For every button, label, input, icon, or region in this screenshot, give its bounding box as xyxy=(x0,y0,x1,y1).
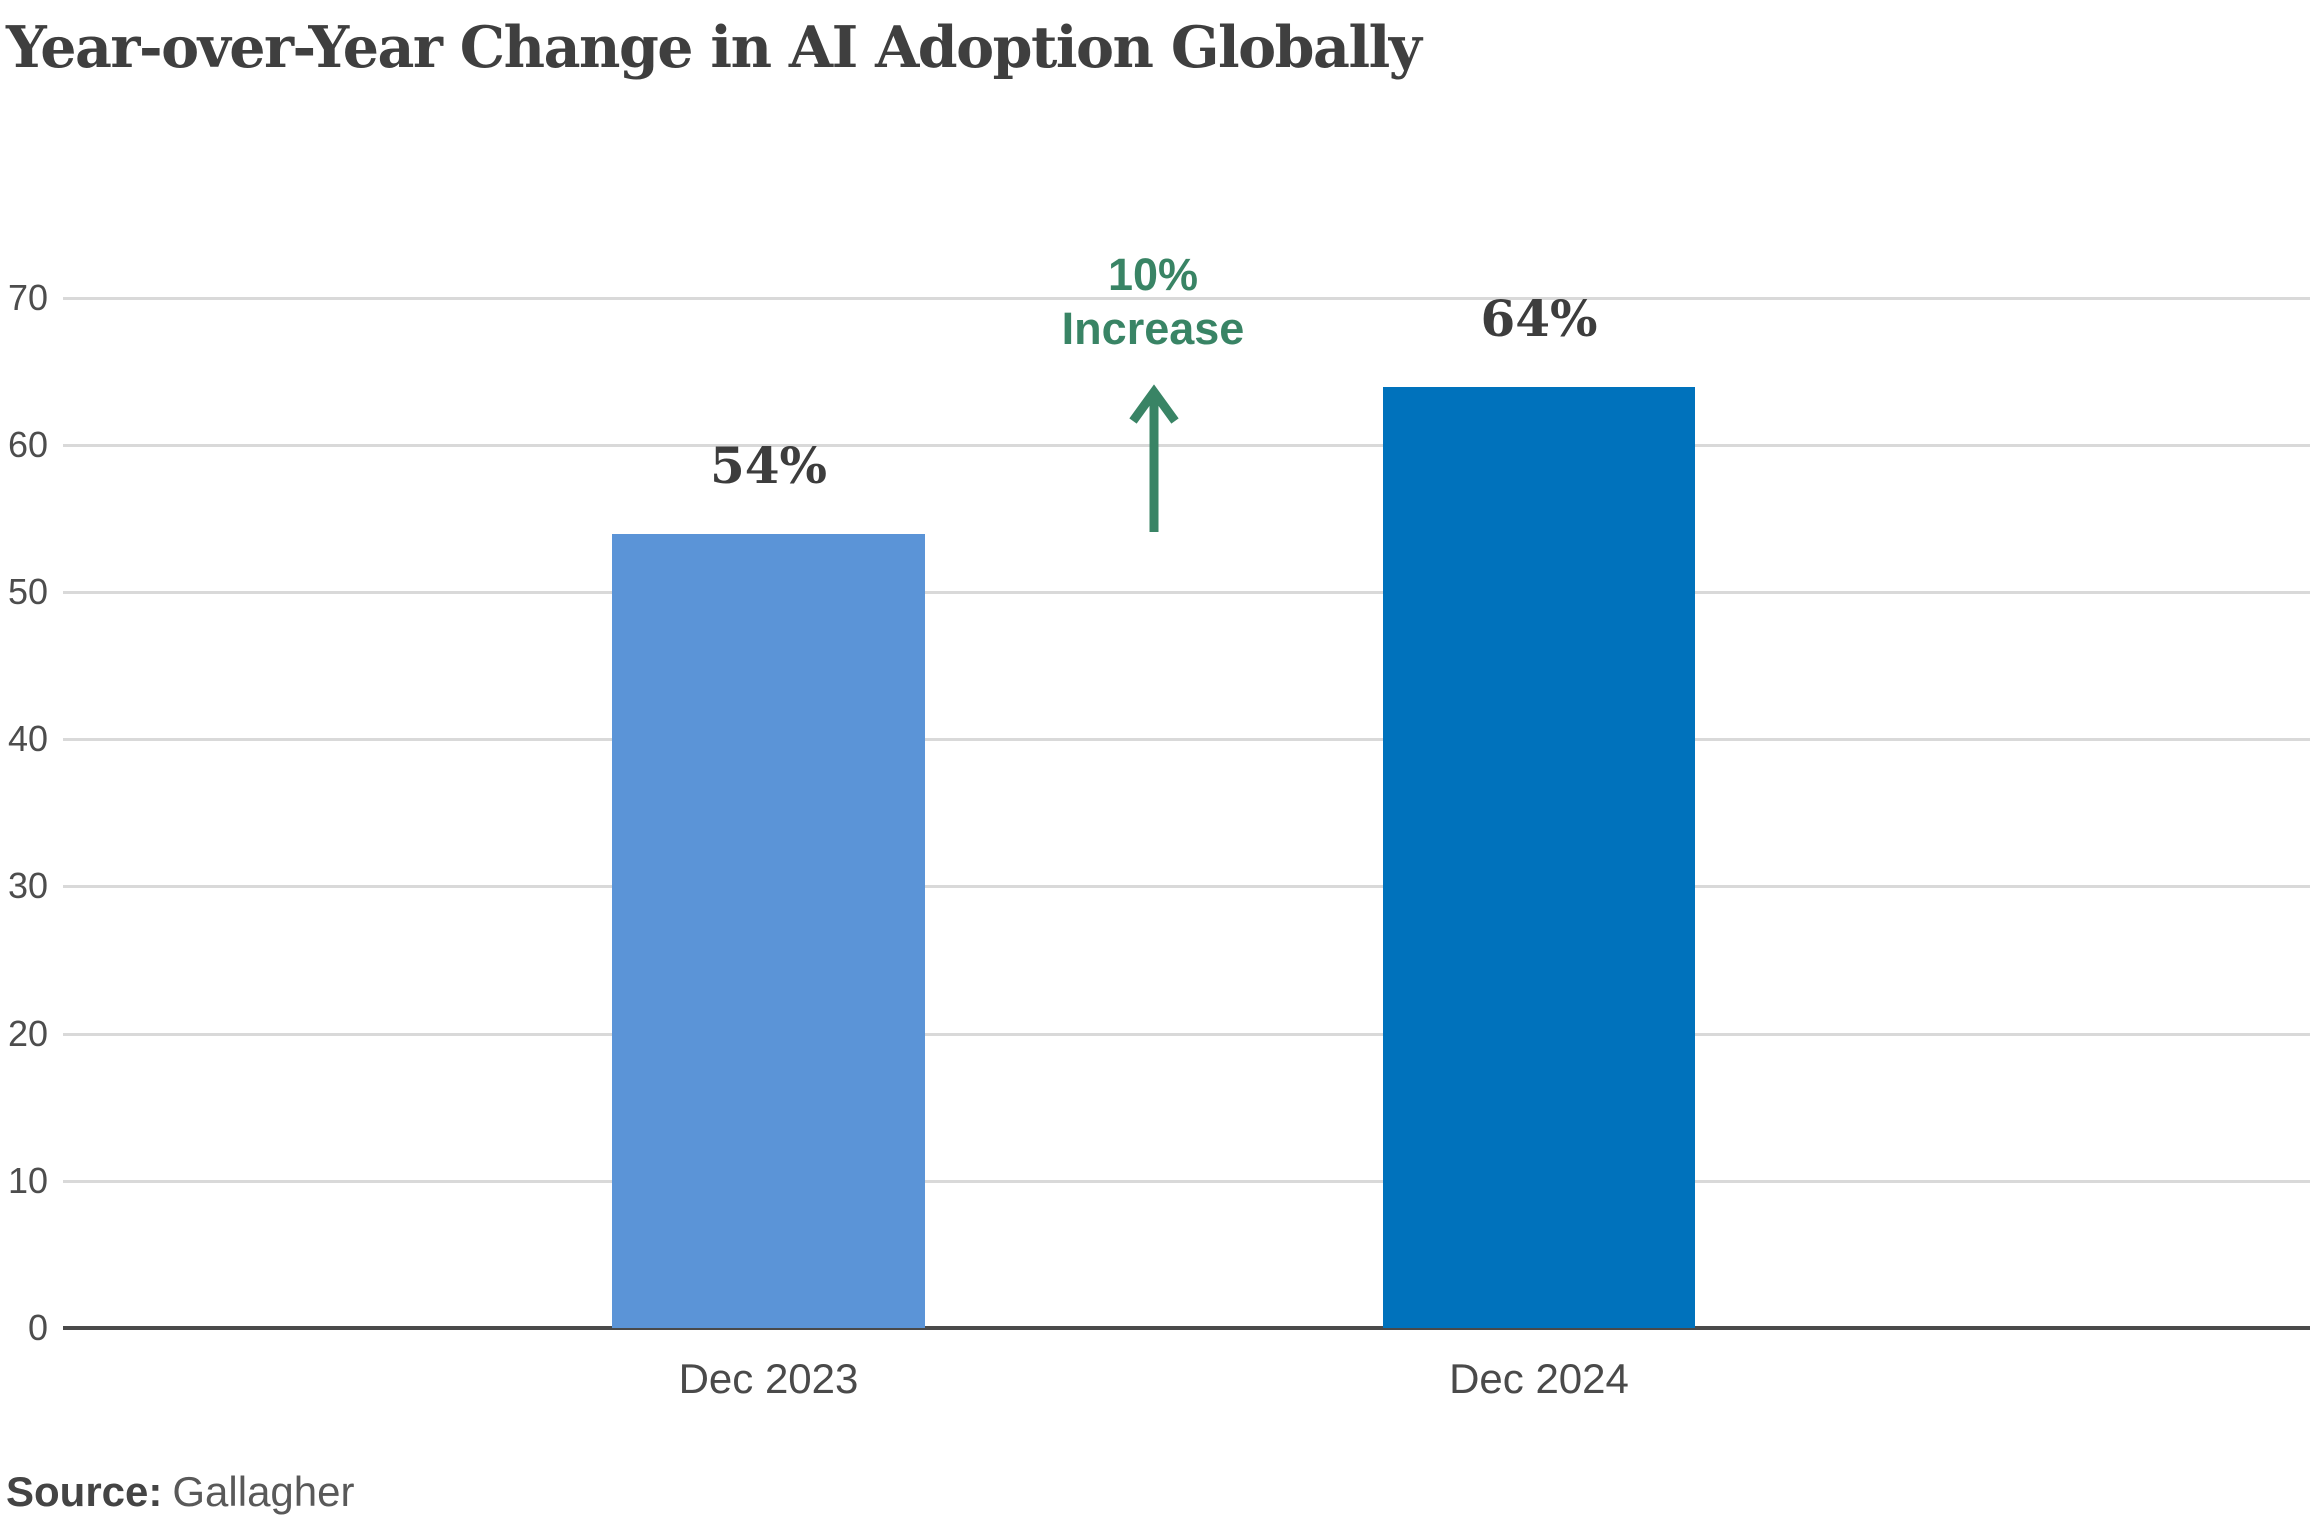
y-tick-label: 20 xyxy=(7,1013,48,1054)
increase-annotation: 10% Increase xyxy=(1003,248,1303,356)
gridline-50 xyxy=(63,591,2310,594)
gridline-30 xyxy=(63,885,2310,888)
y-tick-label: 70 xyxy=(7,277,48,318)
gridline-20 xyxy=(63,1033,2310,1036)
y-tick-label: 40 xyxy=(7,718,48,759)
x-axis-line xyxy=(63,1326,2310,1330)
source-label: Source: xyxy=(6,1468,163,1515)
y-tick-label: 0 xyxy=(27,1307,48,1348)
gridline-10 xyxy=(63,1180,2310,1183)
bar-dec-2024 xyxy=(1383,387,1695,1328)
bar-value-label: 64% xyxy=(1480,289,1598,348)
gridline-40 xyxy=(63,738,2310,741)
x-category-label: Dec 2024 xyxy=(1449,1355,1629,1402)
gridline-60 xyxy=(63,444,2310,447)
source-note: Source: Gallagher xyxy=(6,1468,354,1516)
chart-title: Year-over-Year Change in AI Adoption Glo… xyxy=(6,14,1422,81)
x-category-label: Dec 2023 xyxy=(678,1355,859,1402)
y-tick-label: 60 xyxy=(7,424,48,465)
y-tick-label: 30 xyxy=(7,865,48,906)
y-tick-label: 50 xyxy=(7,571,48,612)
bar-value-label: 54% xyxy=(709,436,828,495)
source-value: Gallagher xyxy=(172,1468,355,1515)
increase-annotation-value: 10% xyxy=(1107,249,1199,300)
bar-dec-2023 xyxy=(612,534,925,1328)
increase-annotation-text: Increase xyxy=(1061,303,1245,354)
up-arrow-icon xyxy=(1128,380,1180,541)
gridline-70 xyxy=(63,297,2310,300)
y-tick-label: 10 xyxy=(7,1160,48,1201)
